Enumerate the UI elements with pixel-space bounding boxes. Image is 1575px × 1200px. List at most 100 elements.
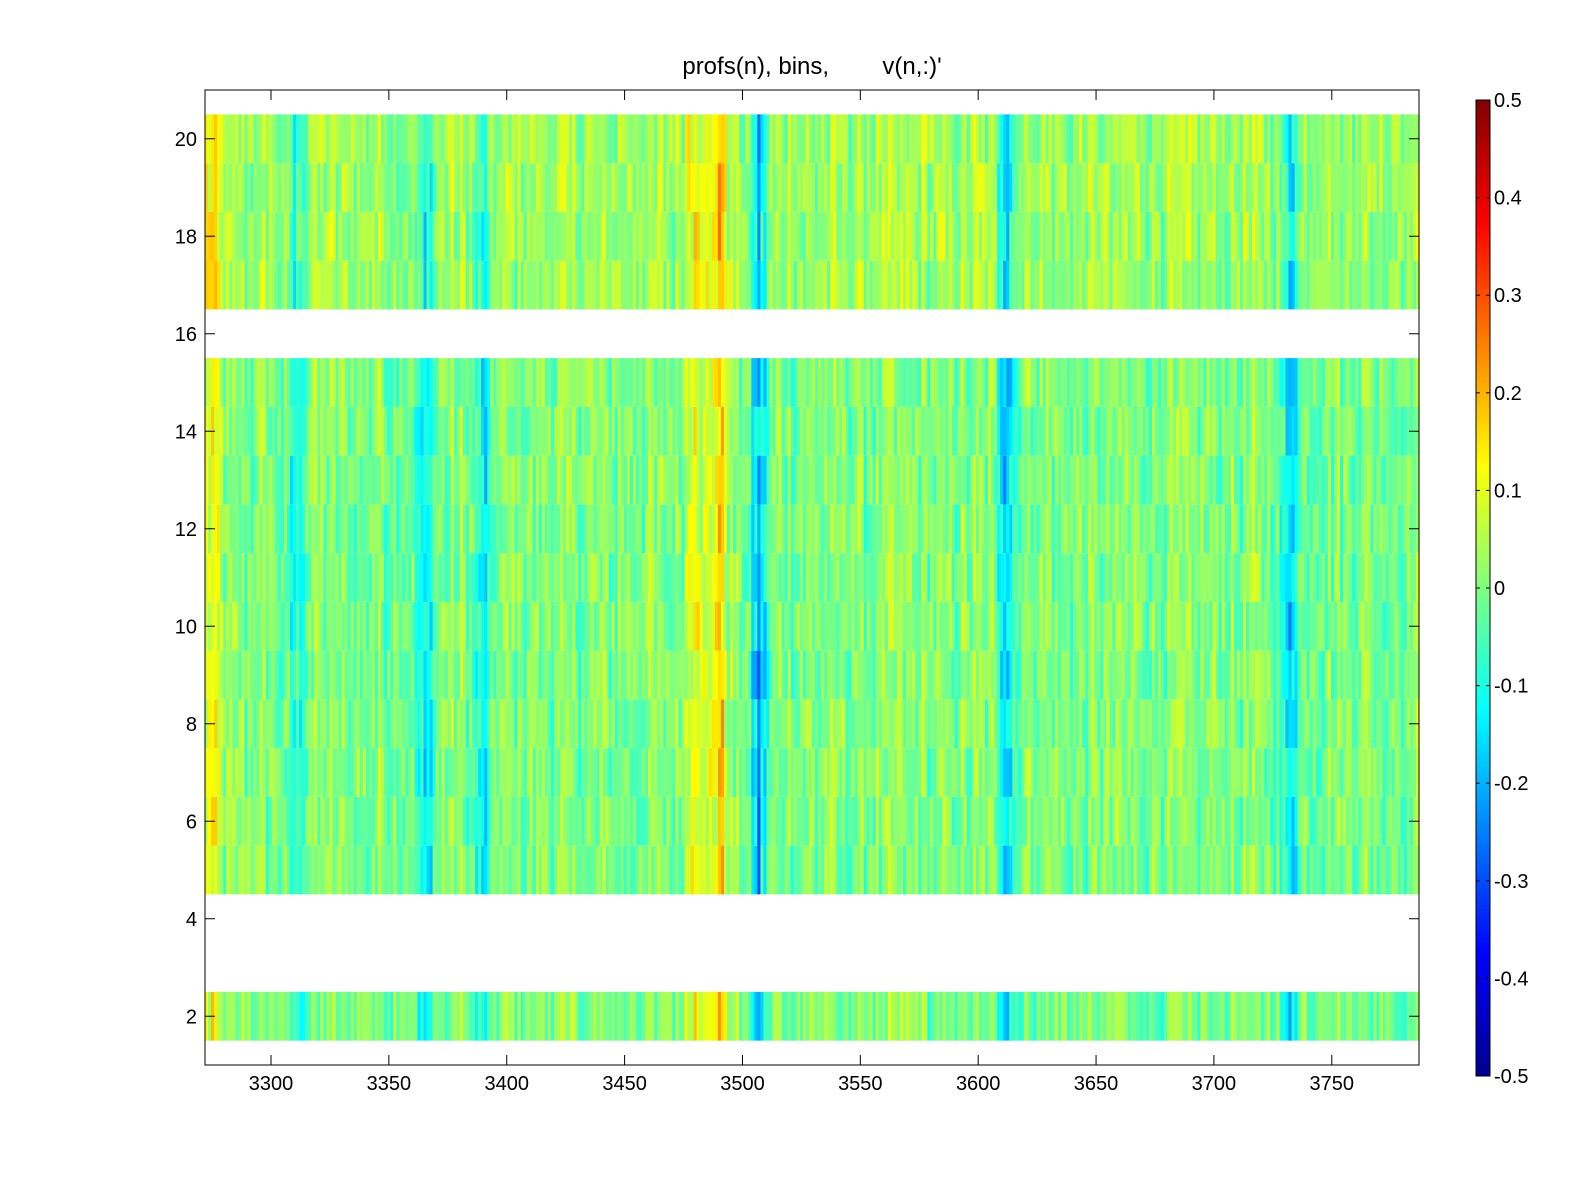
heatmap-cell bbox=[1233, 796, 1238, 846]
heatmap-cell bbox=[854, 553, 859, 602]
heatmap-cell bbox=[1233, 504, 1238, 554]
heatmap-cell bbox=[848, 553, 853, 602]
heatmap-cell bbox=[444, 991, 449, 1041]
heatmap-cell bbox=[432, 601, 437, 651]
heatmap-cell bbox=[344, 504, 349, 554]
heatmap-cell bbox=[308, 504, 312, 554]
heatmap-cell bbox=[453, 650, 458, 700]
heatmap-cell bbox=[399, 796, 403, 846]
heatmap-cell bbox=[1346, 406, 1350, 456]
heatmap-cell bbox=[371, 650, 376, 700]
heatmap-cell bbox=[1406, 699, 1411, 749]
heatmap-cell bbox=[657, 699, 661, 749]
heatmap-cell bbox=[896, 504, 901, 554]
heatmap-cell bbox=[235, 406, 239, 456]
heatmap-cell bbox=[1006, 406, 1010, 456]
heatmap-cell bbox=[399, 455, 403, 505]
heatmap-cell bbox=[1364, 796, 1369, 846]
heatmap-cell bbox=[1051, 406, 1056, 456]
heatmap-cell bbox=[289, 650, 294, 700]
heatmap-cell bbox=[608, 406, 613, 456]
heatmap-cell bbox=[1343, 358, 1347, 407]
heatmap-cell bbox=[629, 601, 634, 651]
heatmap-cell bbox=[1318, 748, 1323, 797]
heatmap-cell bbox=[915, 699, 919, 749]
heatmap-cell bbox=[544, 553, 549, 602]
heatmap-cell bbox=[438, 845, 443, 895]
heatmap-cell bbox=[590, 601, 595, 651]
heatmap-cell bbox=[784, 699, 789, 749]
heatmap-cell bbox=[1130, 504, 1135, 554]
heatmap-cell bbox=[435, 699, 440, 749]
heatmap-cell bbox=[214, 601, 218, 651]
heatmap-cell bbox=[1367, 358, 1372, 407]
heatmap-cell bbox=[335, 845, 340, 895]
heatmap-cell bbox=[981, 504, 986, 554]
heatmap-cell bbox=[226, 260, 230, 310]
heatmap-cell bbox=[1242, 406, 1247, 456]
heatmap-cell bbox=[678, 748, 683, 797]
heatmap-cell bbox=[529, 260, 534, 310]
heatmap-cell bbox=[951, 650, 956, 700]
heatmap-cell bbox=[1057, 991, 1062, 1041]
heatmap-cell bbox=[790, 796, 795, 846]
heatmap-cell bbox=[441, 991, 446, 1041]
heatmap-cell bbox=[760, 406, 765, 456]
heatmap-cell bbox=[438, 260, 443, 310]
heatmap-cell bbox=[988, 504, 992, 554]
heatmap-cell bbox=[827, 796, 831, 846]
heatmap-cell bbox=[1337, 748, 1341, 797]
heatmap-cell bbox=[614, 504, 619, 554]
heatmap-cell bbox=[1355, 748, 1359, 797]
heatmap-cell bbox=[293, 553, 297, 602]
heatmap-cell bbox=[1082, 601, 1086, 651]
heatmap-cell bbox=[620, 504, 625, 554]
heatmap-cell bbox=[1409, 553, 1414, 602]
heatmap-cell bbox=[350, 991, 355, 1041]
heatmap-cell bbox=[918, 650, 922, 700]
heatmap-cell bbox=[921, 455, 925, 505]
heatmap-cell bbox=[696, 991, 701, 1041]
heatmap-cell bbox=[1361, 796, 1365, 846]
heatmap-cell bbox=[702, 699, 707, 749]
heatmap-cell bbox=[711, 748, 716, 797]
heatmap-cell bbox=[827, 455, 831, 505]
heatmap-cell bbox=[997, 406, 1001, 456]
heatmap-cell bbox=[975, 553, 980, 602]
heatmap-cell bbox=[338, 406, 343, 456]
heatmap-cell bbox=[296, 455, 300, 505]
heatmap-cell bbox=[675, 845, 680, 895]
heatmap-cell bbox=[1327, 650, 1332, 700]
heatmap-cell bbox=[277, 699, 282, 749]
heatmap-cell bbox=[274, 358, 279, 407]
heatmap-cell bbox=[1185, 845, 1189, 895]
heatmap-cell bbox=[387, 650, 391, 700]
heatmap-cell bbox=[623, 650, 628, 700]
heatmap-cell bbox=[745, 455, 749, 505]
heatmap-cell bbox=[1379, 991, 1384, 1041]
heatmap-cell bbox=[1376, 504, 1381, 554]
heatmap-cell bbox=[296, 260, 300, 310]
heatmap-cell bbox=[769, 358, 774, 407]
heatmap-cell bbox=[1246, 601, 1250, 651]
heatmap-cell bbox=[602, 504, 607, 554]
heatmap-cell bbox=[1264, 601, 1268, 651]
heatmap-cell bbox=[1039, 406, 1044, 456]
heatmap-cell bbox=[335, 504, 340, 554]
heatmap-cell bbox=[900, 553, 904, 602]
heatmap-cell bbox=[1136, 601, 1141, 651]
heatmap-cell bbox=[411, 601, 416, 651]
heatmap-cell bbox=[1224, 699, 1229, 749]
heatmap-cell bbox=[878, 406, 883, 456]
heatmap-cell bbox=[329, 553, 334, 602]
heatmap-cell bbox=[1161, 796, 1165, 846]
heatmap-cell bbox=[951, 748, 956, 797]
heatmap-cell bbox=[699, 748, 704, 797]
heatmap-cell bbox=[708, 553, 713, 602]
heatmap-cell bbox=[793, 991, 798, 1041]
heatmap-cell bbox=[1139, 601, 1144, 651]
heatmap-cell bbox=[881, 991, 886, 1041]
heatmap-cell bbox=[1012, 406, 1016, 456]
heatmap-cell bbox=[447, 796, 452, 846]
heatmap-cell bbox=[1394, 699, 1399, 749]
